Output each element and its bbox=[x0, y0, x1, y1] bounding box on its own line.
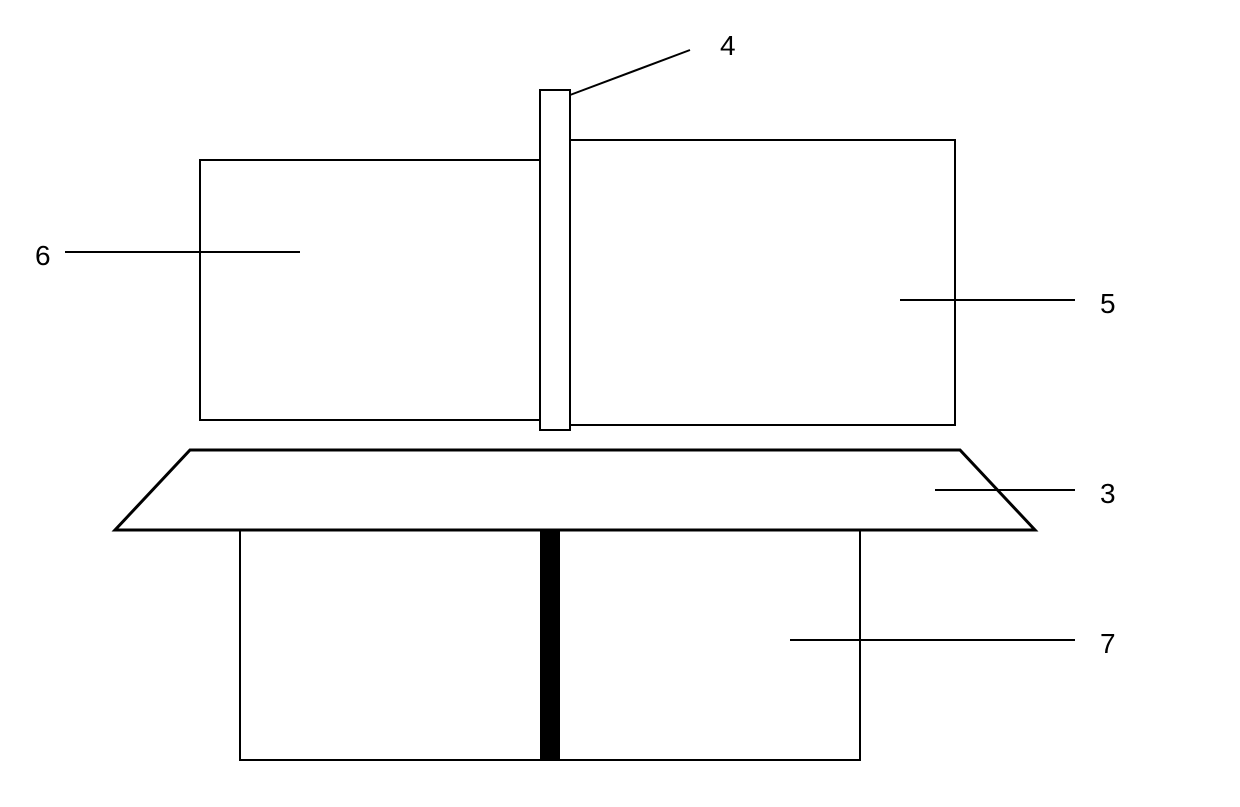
diagram-svg bbox=[0, 0, 1240, 802]
left-rect-element-6 bbox=[200, 160, 540, 420]
top-narrow-rect-element-4 bbox=[540, 90, 570, 430]
label-4: 4 bbox=[720, 30, 736, 62]
technical-diagram: 4 6 5 3 7 bbox=[0, 0, 1240, 802]
right-rect-element-5 bbox=[570, 140, 955, 425]
label-7: 7 bbox=[1100, 628, 1116, 660]
leader-line-4 bbox=[570, 50, 690, 95]
label-3: 3 bbox=[1100, 478, 1116, 510]
trapezoid-element-3 bbox=[115, 450, 1035, 530]
label-5: 5 bbox=[1100, 288, 1116, 320]
label-6: 6 bbox=[35, 240, 51, 272]
black-bar-element bbox=[540, 530, 560, 760]
